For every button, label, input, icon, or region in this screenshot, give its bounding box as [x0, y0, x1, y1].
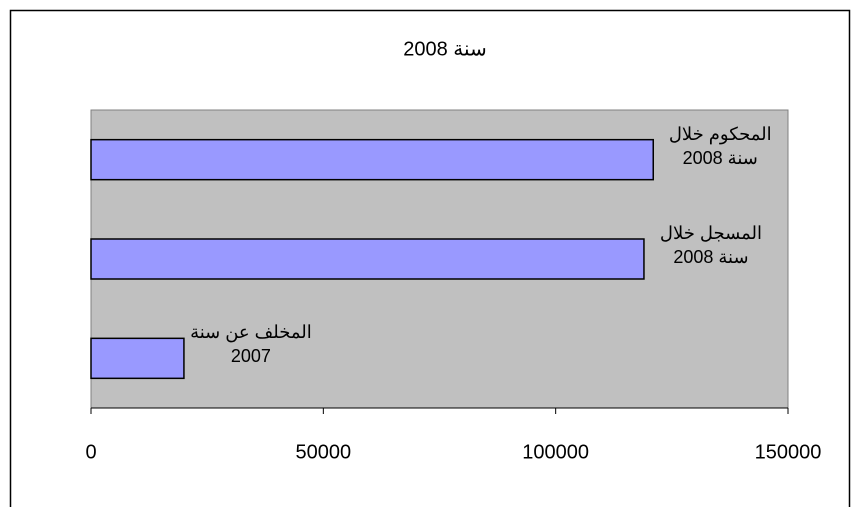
bar — [90, 238, 645, 280]
x-tick-label: 150000 — [755, 441, 822, 463]
bar — [90, 337, 185, 380]
bar — [90, 138, 654, 181]
category-label: المحكوم خلال سنة 2008 — [668, 123, 772, 168]
x-tick-label: 50000 — [296, 441, 352, 463]
chart-title: سنة 2008 — [403, 38, 487, 60]
x-tick-label: 100000 — [522, 441, 589, 463]
category-label: المسجل خلال سنة 2008 — [659, 223, 763, 267]
x-tick-label: 0 — [85, 441, 96, 463]
category-label: المخلف عن سنة 2007 — [190, 322, 312, 367]
